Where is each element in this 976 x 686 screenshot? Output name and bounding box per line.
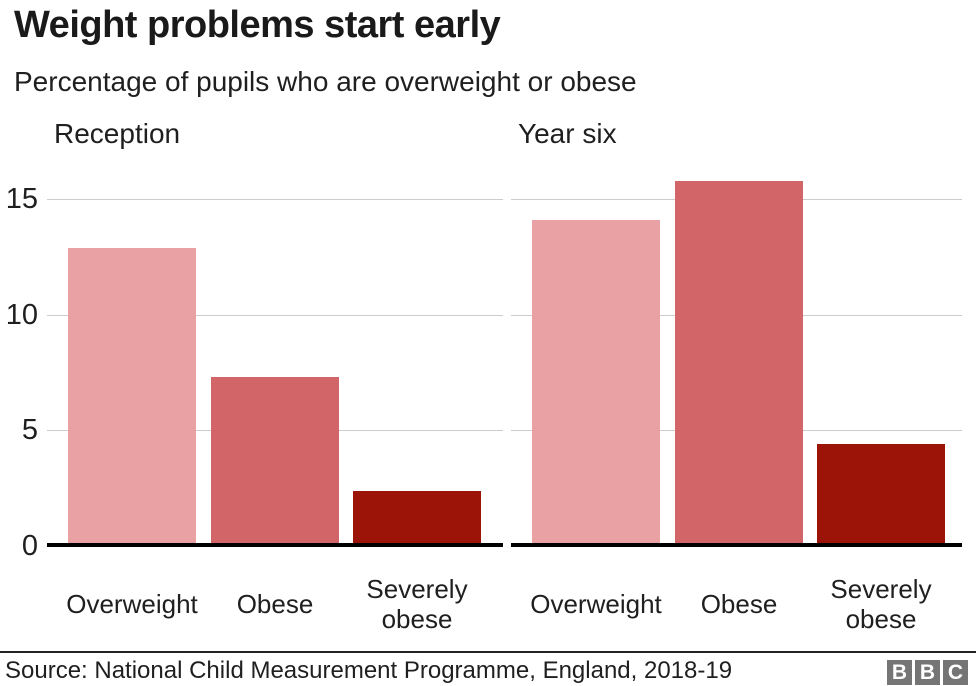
bbc-logo-block: B bbox=[915, 660, 940, 685]
category-label: Obese bbox=[700, 589, 778, 619]
bar-overweight bbox=[532, 219, 660, 546]
y-tick-label: 10 bbox=[5, 298, 38, 331]
gridline bbox=[47, 314, 503, 316]
panel-title-year-six: Year six bbox=[518, 118, 617, 149]
category-label: Overweight bbox=[66, 589, 198, 619]
category-label: Obese bbox=[236, 589, 314, 619]
category-label: Overweight bbox=[530, 589, 662, 619]
category-label: Severely obese bbox=[366, 574, 468, 634]
bbc-logo-block: C bbox=[943, 660, 968, 685]
source-text: Source: National Child Measurement Progr… bbox=[5, 657, 733, 684]
chart-title: Weight problems start early bbox=[14, 4, 501, 46]
category-label: Severely obese bbox=[830, 574, 932, 634]
gridline bbox=[47, 199, 503, 201]
panel-reception: Reception Overweight Obese Severely obese bbox=[47, 115, 503, 640]
panel-year-six: Year six Overweight Obese Severely obese bbox=[511, 115, 962, 640]
chart-subtitle: Percentage of pupils who are overweight … bbox=[14, 66, 637, 97]
bar-overweight bbox=[68, 247, 196, 546]
y-tick-label: 0 bbox=[21, 530, 38, 562]
bar-obese bbox=[675, 180, 803, 546]
bar-severely-obese bbox=[817, 444, 945, 546]
y-tick-label: 5 bbox=[21, 414, 38, 447]
panel-title-reception: Reception bbox=[54, 118, 181, 149]
x-axis-line bbox=[47, 543, 503, 547]
bbc-logo-block: B bbox=[887, 660, 912, 685]
bar-severely-obese bbox=[353, 490, 481, 546]
bbc-logo: B B C bbox=[887, 660, 968, 685]
x-axis-line bbox=[511, 543, 962, 547]
bar-obese bbox=[211, 377, 339, 546]
y-tick-label: 15 bbox=[5, 183, 38, 216]
footer-divider bbox=[0, 651, 976, 653]
